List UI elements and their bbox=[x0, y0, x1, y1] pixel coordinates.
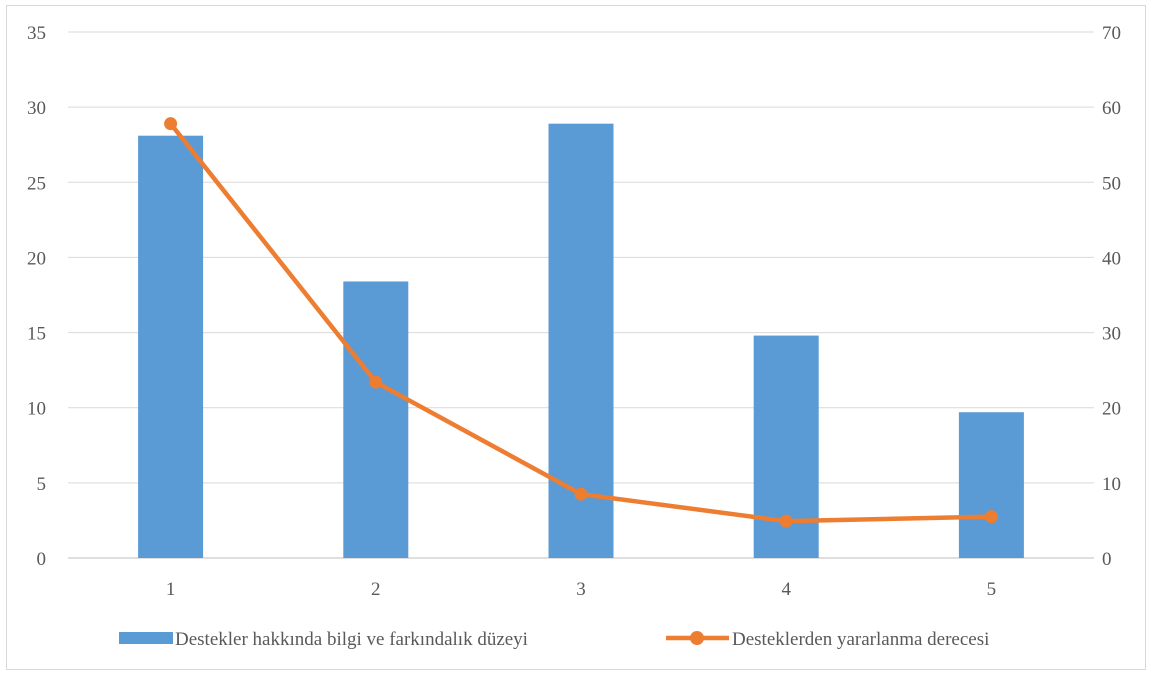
line-point-5 bbox=[984, 510, 998, 524]
x-axis-tick-label: 5 bbox=[987, 579, 997, 600]
x-axis-tick-label: 2 bbox=[371, 579, 381, 600]
x-axis-tick-label: 3 bbox=[576, 579, 586, 600]
legend: Destekler hakkında bilgi ve farkındalık … bbox=[119, 629, 989, 650]
legend-marker-line bbox=[690, 631, 704, 645]
x-axis-tick-label: 1 bbox=[166, 579, 176, 600]
right-axis-tick-label: 30 bbox=[1102, 324, 1121, 345]
bar-1 bbox=[138, 135, 204, 558]
right-axis-tick-label: 70 bbox=[1102, 23, 1121, 44]
legend-swatch-bars bbox=[119, 632, 173, 644]
line-series bbox=[164, 117, 998, 528]
bar-3 bbox=[548, 123, 614, 558]
x-axis-tick-label: 4 bbox=[781, 579, 791, 600]
left-axis-tick-label: 15 bbox=[27, 324, 46, 345]
line-point-4 bbox=[779, 514, 793, 528]
left-axis-tick-label: 5 bbox=[37, 474, 47, 495]
line-point-1 bbox=[164, 117, 178, 131]
left-axis-tick-label: 10 bbox=[27, 399, 46, 420]
bar-5 bbox=[958, 412, 1024, 558]
right-axis-ticks: 0 10 20 30 40 50 60 70 bbox=[1102, 23, 1121, 570]
left-axis-tick-label: 30 bbox=[27, 98, 46, 119]
left-axis-tick-label: 0 bbox=[37, 549, 47, 570]
line-point-2 bbox=[369, 375, 383, 389]
right-axis-tick-label: 60 bbox=[1102, 98, 1121, 119]
right-axis-tick-label: 10 bbox=[1102, 474, 1121, 495]
right-axis-tick-label: 20 bbox=[1102, 399, 1121, 420]
x-axis-ticks: 1 2 3 4 5 bbox=[166, 579, 996, 600]
right-axis-tick-label: 50 bbox=[1102, 173, 1121, 194]
legend-label-bars: Destekler hakkında bilgi ve farkındalık … bbox=[175, 629, 528, 650]
line-point-3 bbox=[574, 487, 588, 501]
left-axis-tick-label: 20 bbox=[27, 248, 46, 269]
bar-2 bbox=[343, 281, 409, 558]
legend-label-line: Desteklerden yararlanma derecesi bbox=[732, 629, 989, 650]
left-axis-ticks: 0 5 10 15 20 25 30 35 bbox=[27, 23, 46, 570]
bar-series bbox=[138, 123, 1024, 558]
right-axis-tick-label: 0 bbox=[1102, 549, 1112, 570]
left-axis-tick-label: 25 bbox=[27, 173, 46, 194]
right-axis-tick-label: 40 bbox=[1102, 248, 1121, 269]
left-axis-tick-label: 35 bbox=[27, 23, 46, 44]
